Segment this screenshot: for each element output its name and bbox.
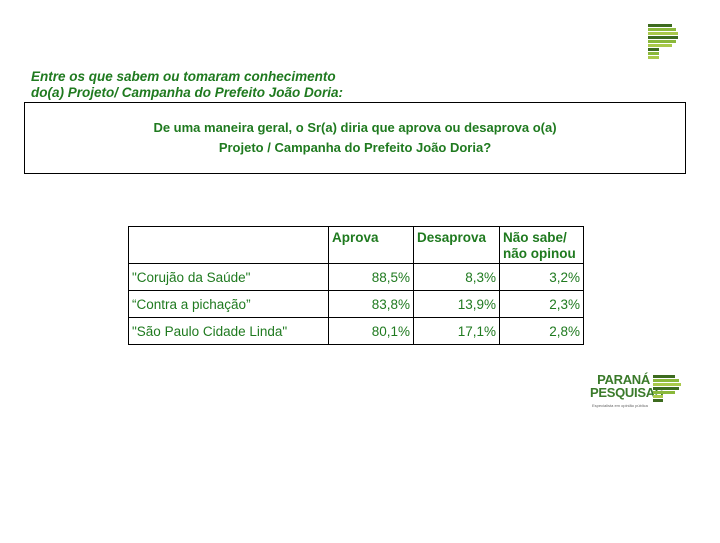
table-row: "Corujão da Saúde" 88,5% 8,3% 3,2% (128, 263, 584, 291)
parana-pesquisas-p-icon (648, 24, 680, 64)
cell-desaprova: 8,3% (413, 263, 500, 291)
cell-aprova: 80,1% (328, 317, 414, 345)
cell-desaprova: 17,1% (413, 317, 500, 345)
intro-text: Entre os que sabem ou tomaram conhecimen… (31, 69, 343, 101)
cell-nao-sabe: 2,8% (499, 317, 584, 345)
question-box: De uma maneira geral, o Sr(a) diria que … (24, 102, 686, 174)
row-label: “Contra a pichação” (128, 290, 329, 318)
cell-desaprova: 13,9% (413, 290, 500, 318)
brand-tagline: Especialista em opinião pública (592, 403, 648, 408)
cell-nao-sabe: 2,3% (499, 290, 584, 318)
row-label: "São Paulo Cidade Linda" (128, 317, 329, 345)
intro-line-2: do(a) Projeto/ Campanha do Prefeito João… (31, 85, 344, 100)
header-desaprova: Desaprova (413, 226, 500, 264)
results-table: Aprova Desaprova Não sabe/ não opinou "C… (128, 226, 584, 345)
brand-name: PARANÁ PESQUISAS (590, 372, 664, 400)
header-aprova: Aprova (328, 226, 414, 264)
table-row: “Contra a pichação” 83,8% 13,9% 2,3% (128, 290, 584, 318)
header-empty (128, 226, 329, 264)
cell-aprova: 83,8% (328, 290, 414, 318)
question-line-1: De uma maneira geral, o Sr(a) diria que … (153, 120, 557, 135)
table-row: "São Paulo Cidade Linda" 80,1% 17,1% 2,8… (128, 317, 584, 345)
question-line-2: Projeto / Campanha do Prefeito João Dori… (218, 140, 492, 155)
cell-nao-sabe: 3,2% (499, 263, 584, 291)
row-label: "Corujão da Saúde" (128, 263, 329, 291)
header-nao-sabe: Não sabe/ não opinou (499, 226, 584, 264)
cell-aprova: 88,5% (328, 263, 414, 291)
intro-line-1: Entre os que sabem ou tomaram conhecimen… (31, 69, 336, 84)
parana-pesquisas-logo: PARANÁ PESQUISAS Especialista em opinião… (590, 373, 685, 413)
table-header-row: Aprova Desaprova Não sabe/ não opinou (128, 226, 584, 264)
